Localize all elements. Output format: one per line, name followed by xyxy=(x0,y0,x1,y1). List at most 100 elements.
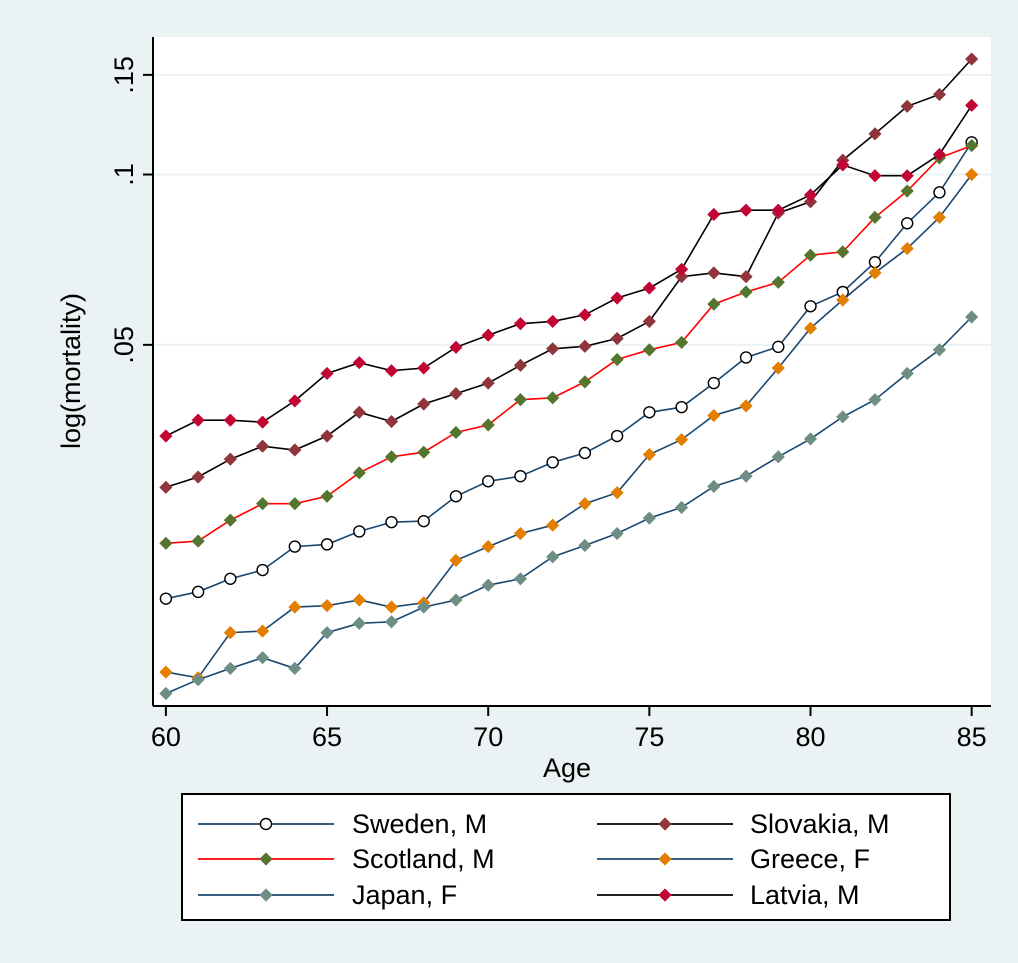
data-point xyxy=(675,400,688,414)
legend-item: Slovakia, M xyxy=(597,809,890,839)
data-point xyxy=(965,167,979,182)
series-line xyxy=(165,104,973,437)
data-point xyxy=(675,433,689,447)
data-point xyxy=(546,314,560,328)
data-point xyxy=(288,540,302,553)
y-axis-label: log(mortality) xyxy=(56,293,86,449)
data-point xyxy=(513,317,527,331)
data-point xyxy=(901,217,914,230)
data-point xyxy=(481,418,495,432)
data-point xyxy=(256,497,270,511)
data-point xyxy=(352,356,366,370)
data-point xyxy=(352,593,366,607)
data-point xyxy=(513,358,527,372)
data-point xyxy=(965,139,979,153)
data-point xyxy=(256,563,269,577)
data-point xyxy=(965,310,979,324)
data-point xyxy=(159,665,173,679)
data-point xyxy=(642,314,656,328)
data-point xyxy=(417,445,431,459)
data-point xyxy=(578,308,592,322)
data-point xyxy=(900,99,914,113)
legend-marker xyxy=(658,888,672,902)
series-line xyxy=(165,58,973,489)
legend-marker xyxy=(259,888,273,902)
data-point xyxy=(642,511,656,525)
data-point xyxy=(610,429,624,443)
data-point xyxy=(642,447,656,462)
legend-label: Slovakia, M xyxy=(750,809,890,839)
data-point xyxy=(739,270,753,284)
legend-item: Sweden, M xyxy=(198,809,487,839)
data-point xyxy=(803,188,818,202)
data-point xyxy=(481,540,495,554)
data-point xyxy=(320,366,334,381)
data-point xyxy=(643,406,656,419)
data-point xyxy=(642,281,656,295)
data-point xyxy=(900,184,914,198)
data-point xyxy=(288,661,302,675)
data-point xyxy=(803,195,818,209)
data-point xyxy=(836,245,850,259)
data-point xyxy=(610,331,624,346)
data-point xyxy=(288,497,302,511)
data-point xyxy=(513,526,527,541)
data-point xyxy=(771,450,785,464)
data-point xyxy=(933,186,946,199)
data-point xyxy=(514,469,527,483)
data-point xyxy=(836,158,850,172)
data-point xyxy=(191,470,205,484)
data-point xyxy=(868,255,882,269)
data-point xyxy=(900,169,914,183)
data-point xyxy=(868,210,882,224)
data-point xyxy=(384,600,399,614)
series-layer xyxy=(159,52,979,701)
data-point xyxy=(320,489,334,503)
data-point xyxy=(320,599,334,613)
data-point xyxy=(707,207,721,222)
data-point xyxy=(353,525,366,538)
data-point xyxy=(159,429,173,443)
x-tick-label: 70 xyxy=(473,722,503,752)
legend-marker xyxy=(658,852,672,866)
data-point xyxy=(675,500,689,515)
data-point xyxy=(803,432,818,446)
legend-item: Japan, F xyxy=(198,880,457,910)
data-point xyxy=(224,572,237,585)
data-point xyxy=(159,686,173,701)
data-point xyxy=(223,452,237,466)
data-point xyxy=(772,340,785,354)
data-point xyxy=(449,387,463,401)
data-point xyxy=(707,479,721,494)
data-point xyxy=(739,285,753,299)
data-point xyxy=(223,661,237,675)
data-point xyxy=(771,203,785,217)
data-point xyxy=(546,518,560,532)
data-point xyxy=(900,241,914,256)
data-point xyxy=(578,497,592,511)
data-point xyxy=(932,343,946,357)
legend-label: Japan, F xyxy=(352,880,457,910)
data-point xyxy=(900,366,914,381)
x-tick-label: 65 xyxy=(312,722,342,752)
data-point xyxy=(642,343,656,357)
data-point xyxy=(223,626,237,640)
legend-label: Scotland, M xyxy=(352,844,495,874)
legend-label: Greece, F xyxy=(750,844,870,874)
data-point xyxy=(384,364,399,378)
data-point xyxy=(320,538,334,551)
data-point xyxy=(932,210,946,224)
data-point xyxy=(707,408,721,423)
data-point xyxy=(513,393,527,407)
data-point xyxy=(352,405,366,419)
y-tick-label: .05 xyxy=(109,326,139,364)
axes: .05 .1 .15 60 65 70 75 80 85 xyxy=(109,37,991,752)
data-point xyxy=(868,266,882,280)
series-greece-f xyxy=(159,167,979,685)
data-point xyxy=(449,340,463,354)
data-point xyxy=(610,486,624,500)
data-point xyxy=(578,375,592,389)
data-point xyxy=(868,393,882,407)
data-point xyxy=(481,578,495,592)
